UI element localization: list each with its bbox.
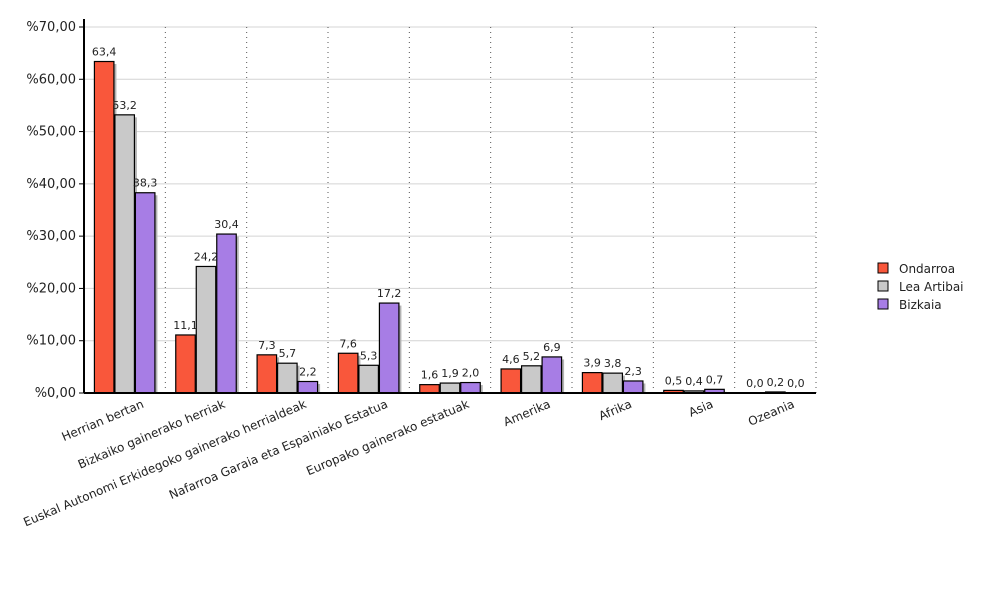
y-tick-label: %10,00 [26, 334, 76, 349]
bar [93, 60, 115, 394]
y-tick-label: %30,00 [26, 229, 76, 244]
data-label: 17,2 [377, 287, 402, 300]
bar [175, 334, 196, 394]
data-label: 11,1 [173, 319, 198, 332]
bar [581, 372, 603, 394]
bar [276, 362, 298, 394]
data-label: 38,3 [133, 177, 158, 190]
bar [622, 380, 644, 394]
bar [337, 352, 359, 394]
bar [195, 265, 217, 394]
data-label: 3,9 [583, 357, 601, 370]
data-label: 0,0 [746, 377, 764, 390]
data-label: 24,2 [194, 250, 219, 263]
data-label: 63,4 [92, 46, 117, 59]
bar [256, 354, 278, 394]
bar [541, 356, 563, 394]
data-label: 7,3 [258, 339, 276, 352]
data-label: 7,6 [339, 337, 357, 350]
legend-swatch [877, 280, 889, 292]
legend: Ondarroa Lea Artibai Bizkaia [877, 262, 964, 312]
y-tick-label: %60,00 [26, 72, 76, 87]
bar [297, 380, 319, 394]
data-label: 53,2 [112, 99, 137, 112]
data-label: 0,0 [787, 377, 805, 390]
bar [520, 365, 542, 394]
category-label: Amerika [501, 397, 552, 429]
data-label: 0,5 [665, 374, 683, 387]
data-label: 2,3 [624, 365, 642, 378]
data-label: 2,2 [299, 365, 317, 378]
data-label: 5,3 [360, 349, 378, 362]
bar [602, 372, 624, 394]
category-label: Afrika [597, 397, 634, 423]
legend-label: Ondarroa [899, 262, 955, 276]
data-label: 1,6 [421, 369, 439, 382]
data-label: 3,8 [604, 357, 622, 370]
y-tick-label: %0,00 [35, 386, 76, 401]
y-tick-label: %50,00 [26, 125, 76, 140]
category-label: Asia [687, 397, 716, 420]
data-label: 30,4 [214, 218, 239, 231]
data-label: 5,2 [523, 350, 541, 363]
data-labels: 63,4 53,2 38,3 11,1 24,2 30,4 7,35,72,2 7,65,3 1… [92, 46, 805, 390]
y-tick-label: %70,00 [26, 20, 76, 35]
legend-label: Lea Artibai [899, 280, 964, 294]
bar-series [93, 60, 786, 394]
legend-swatch [877, 262, 889, 274]
data-label: 0,7 [706, 373, 724, 386]
bar [439, 382, 461, 394]
data-label: 2,0 [462, 367, 480, 380]
bar [134, 192, 156, 394]
data-label: 1,9 [441, 367, 459, 380]
bar [378, 302, 400, 394]
data-label: 6,9 [543, 341, 561, 354]
bar [500, 368, 522, 394]
y-tick-label: %40,00 [26, 177, 76, 192]
data-label: 0,2 [767, 376, 785, 389]
bar [216, 233, 237, 394]
bar [419, 384, 440, 394]
category-separators [164, 27, 817, 393]
data-label: 0,4 [685, 375, 703, 388]
data-label: 4,6 [502, 353, 520, 366]
axes [79, 19, 816, 394]
legend-label: Bizkaia [899, 298, 942, 312]
bar [460, 381, 481, 394]
y-tick-label: %20,00 [26, 281, 76, 296]
legend-swatch [877, 298, 889, 310]
data-label: 5,7 [279, 347, 297, 360]
category-label: Ozeania [746, 397, 796, 429]
category-label: Euskal Autonomi Erkidegoko gainerako her… [21, 397, 308, 529]
bar [114, 114, 136, 394]
horizontal-gridlines [84, 26, 816, 342]
y-axis-tick-labels: %0,00 %10,00 %20,00 %30,00 %40,00 %50,00 %60,0… [26, 20, 76, 401]
bar [358, 364, 380, 394]
